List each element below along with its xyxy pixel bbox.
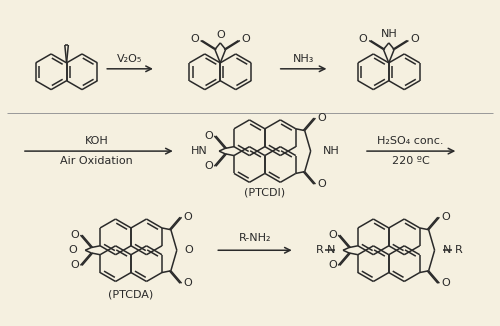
Text: NH₃: NH₃: [293, 54, 314, 64]
Text: O: O: [328, 260, 336, 271]
Text: R: R: [316, 245, 323, 255]
Text: V₂O₅: V₂O₅: [118, 54, 142, 64]
Text: O: O: [328, 230, 336, 240]
Text: O: O: [183, 278, 192, 288]
Text: O: O: [184, 245, 194, 255]
Text: O: O: [70, 230, 79, 240]
Text: NH: NH: [322, 146, 340, 156]
Text: O: O: [441, 278, 450, 288]
Text: O: O: [242, 34, 250, 44]
Text: N: N: [326, 245, 335, 255]
Text: HN: HN: [190, 146, 207, 156]
Text: O: O: [317, 179, 326, 189]
Text: O: O: [359, 34, 368, 44]
Text: O: O: [216, 30, 224, 40]
Text: O: O: [441, 212, 450, 222]
Text: N: N: [442, 245, 451, 255]
Text: 220 ºC: 220 ºC: [392, 156, 430, 166]
Text: (PTCDA): (PTCDA): [108, 290, 154, 300]
Text: R: R: [454, 245, 462, 255]
Text: O: O: [204, 131, 213, 141]
Text: Air Oxidation: Air Oxidation: [60, 156, 132, 166]
Text: O: O: [317, 113, 326, 123]
Text: H₂SO₄ conc.: H₂SO₄ conc.: [378, 136, 444, 146]
Text: O: O: [410, 34, 419, 44]
Text: NH: NH: [380, 29, 397, 39]
Text: O: O: [204, 161, 213, 171]
Text: R-NH₂: R-NH₂: [238, 233, 271, 243]
Text: O: O: [68, 245, 78, 255]
Text: (PTCDI): (PTCDI): [244, 188, 286, 198]
Text: KOH: KOH: [84, 136, 108, 146]
Text: O: O: [190, 34, 199, 44]
Text: O: O: [183, 212, 192, 222]
Text: O: O: [70, 260, 79, 271]
